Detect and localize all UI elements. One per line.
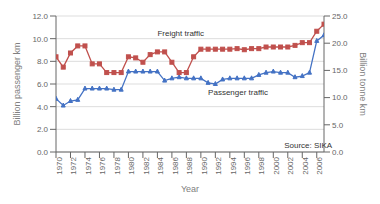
svg-text:1970: 1970 [55,156,64,174]
svg-text:1972: 1972 [69,156,78,174]
svg-text:Year: Year [181,184,199,194]
svg-text:Billion tonne km: Billion tonne km [358,52,368,116]
svg-text:1994: 1994 [229,156,238,174]
svg-text:1988: 1988 [185,156,194,174]
svg-text:1980: 1980 [127,156,136,174]
svg-text:12.0: 12.0 [32,12,48,21]
svg-text:1982: 1982 [142,156,151,174]
svg-text:2.0: 2.0 [37,125,49,134]
svg-text:0.0: 0.0 [37,148,49,157]
svg-text:10.0: 10.0 [32,35,48,44]
svg-text:Source: SIKA: Source: SIKA [284,141,333,150]
svg-text:1984: 1984 [156,156,165,174]
svg-text:2004: 2004 [301,156,310,174]
svg-text:1974: 1974 [84,156,93,174]
svg-text:1996: 1996 [243,156,252,174]
svg-text:25.0: 25.0 [332,12,348,21]
svg-text:Freight traffic: Freight traffic [157,29,204,38]
svg-text:2002: 2002 [286,156,295,174]
svg-text:6.0: 6.0 [37,80,49,89]
svg-text:1986: 1986 [171,156,180,174]
svg-text:10.0: 10.0 [332,93,348,102]
svg-text:Billion passenger km: Billion passenger km [12,42,22,125]
svg-text:1978: 1978 [113,156,122,174]
svg-text:Passenger traffic: Passenger traffic [208,88,268,97]
svg-text:4.0: 4.0 [37,103,49,112]
svg-text:1998: 1998 [257,156,266,174]
svg-text:1976: 1976 [98,156,107,174]
svg-text:5.0: 5.0 [332,121,344,130]
svg-text:1990: 1990 [200,156,209,174]
svg-text:1992: 1992 [214,156,223,174]
svg-text:2006: 2006 [315,156,324,174]
svg-text:15.0: 15.0 [332,66,348,75]
svg-text:2000: 2000 [272,156,281,174]
svg-text:20.0: 20.0 [332,39,348,48]
svg-text:8.0: 8.0 [37,57,49,66]
svg-text:0.0: 0.0 [332,148,344,157]
